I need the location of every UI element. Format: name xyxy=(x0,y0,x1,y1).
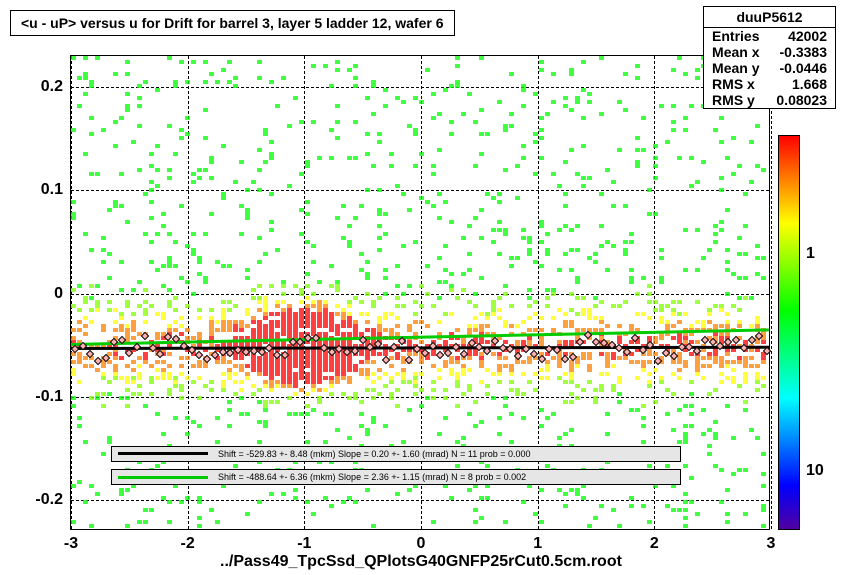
legend-line-sample xyxy=(118,452,208,455)
colorbar xyxy=(778,135,800,530)
legend-line-sample xyxy=(118,476,208,479)
stats-rmsx: RMS x 1.668 xyxy=(704,76,835,92)
y-axis-tick-label: 0 xyxy=(54,285,63,303)
x-axis-tick-label: -3 xyxy=(64,535,78,553)
x-axis-tick-label: -1 xyxy=(297,535,311,553)
legend-entry: Shift = -529.83 +- 8.48 (mkm) Slope = 0.… xyxy=(111,446,681,462)
stats-meanx: Mean x -0.3383 xyxy=(704,44,835,60)
y-axis-tick-label: 0.1 xyxy=(41,181,63,199)
legend-entry: Shift = -488.64 +- 6.36 (mkm) Slope = 2.… xyxy=(111,469,681,485)
x-axis-tick-label: 2 xyxy=(650,535,659,553)
grid-line-horizontal xyxy=(71,294,769,295)
y-axis-tick-label: -0.1 xyxy=(35,388,63,406)
grid-line-vertical xyxy=(71,56,72,529)
grid-line-vertical xyxy=(771,56,772,529)
stats-meany: Mean y -0.0446 xyxy=(704,60,835,76)
legend-text: Shift = -529.83 +- 8.48 (mkm) Slope = 0.… xyxy=(218,449,531,459)
grid-line-horizontal xyxy=(71,500,769,501)
stats-rmsy: RMS y 0.08023 xyxy=(704,92,835,108)
grid-line-horizontal xyxy=(71,190,769,191)
stats-name: duuP5612 xyxy=(704,7,835,28)
x-axis-tick-label: 0 xyxy=(417,535,426,553)
stats-box: duuP5612 Entries 42002 Mean x -0.3383 Me… xyxy=(703,6,836,109)
x-axis-tick-label: 1 xyxy=(533,535,542,553)
y-axis-tick-label: 0.2 xyxy=(41,78,63,96)
x-axis-tick-label: 3 xyxy=(767,535,776,553)
y-axis-tick-label: -0.2 xyxy=(35,491,63,509)
colorbar-tick-label: 10 xyxy=(806,462,824,480)
legend-text: Shift = -488.64 +- 6.36 (mkm) Slope = 2.… xyxy=(218,472,526,482)
chart-title: <u - uP> versus u for Drift for barrel 3… xyxy=(10,10,455,36)
plot-area: -0.2-0.100.10.2-3-2-10123Shift = -529.83… xyxy=(70,55,770,530)
footer-filepath: ../Pass49_TpcSsd_QPlotsG40GNFP25rCut0.5c… xyxy=(220,553,622,571)
colorbar-tick-label: 1 xyxy=(806,245,815,263)
x-axis-tick-label: -2 xyxy=(181,535,195,553)
grid-line-horizontal xyxy=(71,397,769,398)
stats-entries: Entries 42002 xyxy=(704,28,835,44)
